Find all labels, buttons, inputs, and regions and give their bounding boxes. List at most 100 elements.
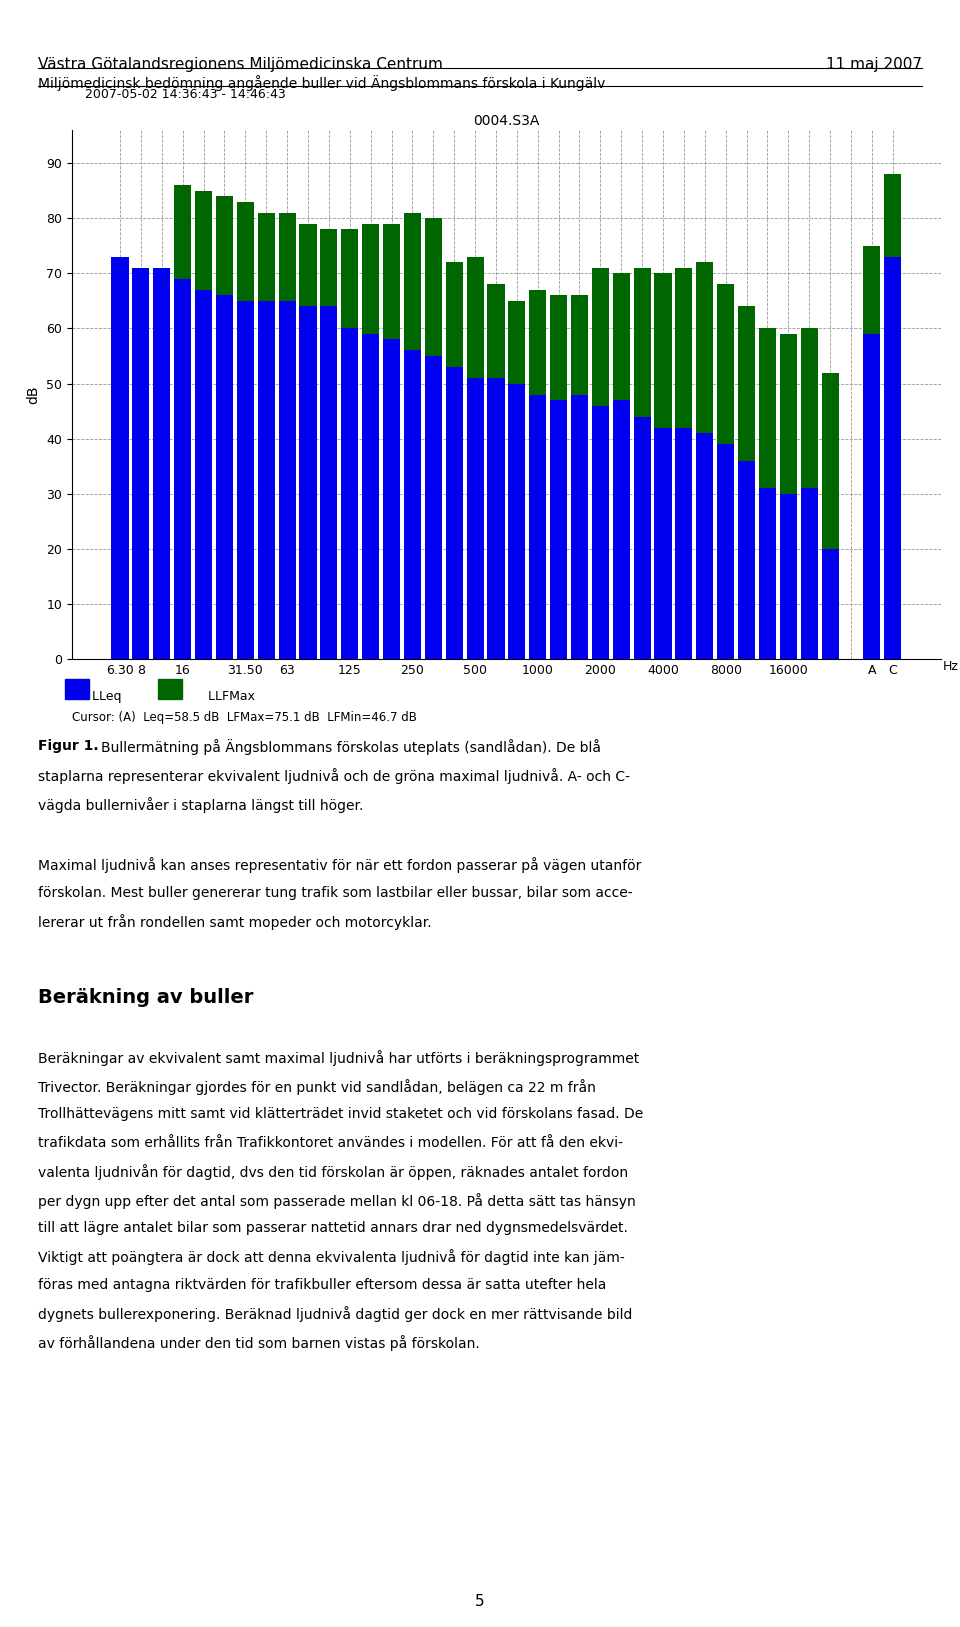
Bar xyxy=(780,493,797,659)
Text: lererar ut från rondellen samt mopeder och motorcyklar.: lererar ut från rondellen samt mopeder o… xyxy=(38,914,432,931)
Bar xyxy=(738,460,756,659)
Bar xyxy=(634,417,651,659)
Bar xyxy=(174,185,191,278)
Bar xyxy=(822,548,839,659)
Text: förskolan. Mest buller genererar tung trafik som lastbilar eller bussar, bilar s: förskolan. Mest buller genererar tung tr… xyxy=(38,885,633,900)
Text: Miljömedicinsk bedömning angående buller vid Ängsblommans förskola i Kungälv: Miljömedicinsk bedömning angående buller… xyxy=(38,75,606,91)
Text: av förhållandena under den tid som barnen vistas på förskolan.: av förhållandena under den tid som barne… xyxy=(38,1334,480,1350)
Text: per dygn upp efter det antal som passerade mellan kl 06-18. På detta sätt tas hä: per dygn upp efter det antal som passera… xyxy=(38,1193,636,1209)
Bar xyxy=(717,444,734,659)
Bar xyxy=(675,268,692,428)
Bar xyxy=(404,350,421,659)
Bar xyxy=(404,213,421,350)
Text: LLeq: LLeq xyxy=(72,690,122,703)
Bar xyxy=(195,190,212,290)
Bar xyxy=(675,428,692,659)
Bar xyxy=(612,273,630,400)
Text: Figur 1.: Figur 1. xyxy=(38,739,99,753)
Text: Trollhättevägens mitt samt vid klätterträdet invid staketet och vid förskolans f: Trollhättevägens mitt samt vid klättertr… xyxy=(38,1106,643,1121)
Bar xyxy=(424,218,442,356)
Bar xyxy=(132,268,150,659)
Bar xyxy=(550,400,567,659)
Bar xyxy=(341,229,358,329)
Bar xyxy=(257,213,275,301)
Bar xyxy=(508,301,525,384)
Text: 11 maj 2007: 11 maj 2007 xyxy=(826,57,922,72)
Bar xyxy=(278,301,296,659)
Bar xyxy=(158,680,182,700)
Bar xyxy=(195,290,212,659)
Bar xyxy=(591,405,609,659)
Text: dygnets bullerexponering. Beräknad ljudnivå dagtid ger dock en mer rättvisande b: dygnets bullerexponering. Beräknad ljudn… xyxy=(38,1306,633,1323)
Text: valenta ljudnivån för dagtid, dvs den tid förskolan är öppen, räknades antalet f: valenta ljudnivån för dagtid, dvs den ti… xyxy=(38,1165,629,1180)
Bar xyxy=(257,301,275,659)
Text: vägda bullernivåer i staplarna längst till höger.: vägda bullernivåer i staplarna längst ti… xyxy=(38,797,364,814)
Text: Hz: Hz xyxy=(943,661,959,672)
Bar xyxy=(174,278,191,659)
Bar xyxy=(571,395,588,659)
Bar xyxy=(696,262,713,433)
Bar xyxy=(863,246,880,334)
Text: Västra Götalandsregionens Miljömedicinska Centrum: Västra Götalandsregionens Miljömedicinsk… xyxy=(38,57,444,72)
Bar xyxy=(237,301,253,659)
Bar xyxy=(717,285,734,444)
Bar xyxy=(550,296,567,400)
Bar xyxy=(571,296,588,395)
Bar xyxy=(445,262,463,368)
Bar xyxy=(216,197,233,296)
Bar xyxy=(467,257,484,377)
Bar xyxy=(655,428,672,659)
Bar xyxy=(154,268,170,659)
Text: till att lägre antalet bilar som passerar nattetid annars drar ned dygnsmedelsvä: till att lägre antalet bilar som passera… xyxy=(38,1220,628,1235)
Bar xyxy=(780,334,797,493)
Bar xyxy=(424,356,442,659)
Text: Beräkningar av ekvivalent samt maximal ljudnivå har utförts i beräkningsprogramm: Beräkningar av ekvivalent samt maximal l… xyxy=(38,1051,639,1066)
Bar xyxy=(216,296,233,659)
Bar xyxy=(738,306,756,460)
Bar xyxy=(362,334,379,659)
Bar xyxy=(508,384,525,659)
Text: föras med antagna riktvärden för trafikbuller eftersom dessa är satta utefter he: föras med antagna riktvärden för trafikb… xyxy=(38,1279,607,1292)
Y-axis label: dB: dB xyxy=(27,386,40,403)
Bar xyxy=(467,377,484,659)
Bar xyxy=(383,225,400,340)
Bar xyxy=(801,329,818,488)
Title: 0004.S3A: 0004.S3A xyxy=(473,114,540,127)
Bar xyxy=(612,400,630,659)
Bar xyxy=(759,329,776,488)
Bar xyxy=(362,225,379,334)
Bar xyxy=(445,368,463,659)
Bar xyxy=(863,334,880,659)
Bar xyxy=(884,257,901,659)
Bar xyxy=(65,680,89,700)
Bar xyxy=(696,433,713,659)
Text: Viktigt att poängtera är dock att denna ekvivalenta ljudnivå för dagtid inte kan: Viktigt att poängtera är dock att denna … xyxy=(38,1250,625,1266)
Bar xyxy=(759,488,776,659)
Text: Trivector. Beräkningar gjordes för en punkt vid sandlådan, belägen ca 22 m från: Trivector. Beräkningar gjordes för en pu… xyxy=(38,1079,596,1095)
Text: Bullermätning på Ängsblommans förskolas uteplats (sandlådan). De blå: Bullermätning på Ängsblommans förskolas … xyxy=(101,739,601,755)
Bar xyxy=(341,329,358,659)
Bar xyxy=(237,202,253,301)
Bar xyxy=(529,290,546,395)
Text: 5: 5 xyxy=(475,1594,485,1609)
Text: Cursor: (A)  Leq=58.5 dB  LFMax=75.1 dB  LFMin=46.7 dB: Cursor: (A) Leq=58.5 dB LFMax=75.1 dB LF… xyxy=(72,711,417,724)
Bar xyxy=(801,488,818,659)
Bar xyxy=(655,273,672,428)
Text: trafikdata som erhållits från Trafikkontoret användes i modellen. För att få den: trafikdata som erhållits från Trafikkont… xyxy=(38,1136,623,1150)
Bar xyxy=(591,268,609,405)
Bar xyxy=(278,213,296,301)
Bar xyxy=(488,285,505,377)
Bar xyxy=(634,268,651,417)
Bar xyxy=(321,229,338,306)
Text: Beräkning av buller: Beräkning av buller xyxy=(38,988,253,1007)
Text: staplarna representerar ekvivalent ljudnivå och de gröna maximal ljudnivå. A- oc: staplarna representerar ekvivalent ljudn… xyxy=(38,768,631,784)
Bar xyxy=(488,377,505,659)
Text: LLFMax: LLFMax xyxy=(168,690,255,703)
Bar xyxy=(111,257,129,659)
Bar xyxy=(383,340,400,659)
Bar xyxy=(300,306,317,659)
Bar xyxy=(884,174,901,257)
Bar xyxy=(529,395,546,659)
Bar xyxy=(321,306,338,659)
Bar xyxy=(300,225,317,306)
